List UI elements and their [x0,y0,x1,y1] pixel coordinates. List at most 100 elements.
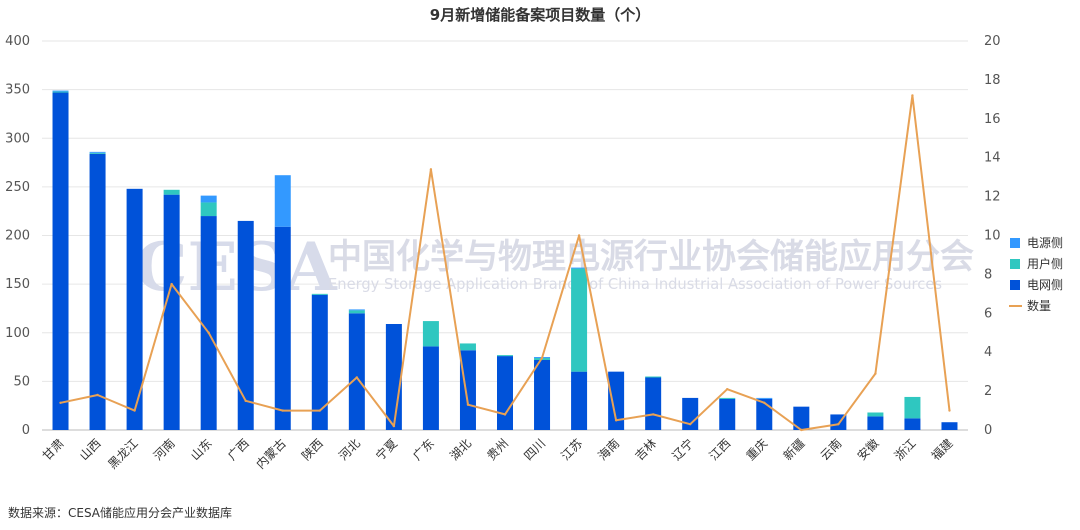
category-label: 江苏 [558,436,585,463]
line-point [689,422,692,426]
line-point [540,356,544,360]
bar-segment [534,359,551,430]
bar-segment [571,371,588,430]
legend-swatch [1010,280,1020,290]
category-label: 广西 [225,436,252,463]
line-point [874,372,877,375]
bar-segment [89,151,106,153]
left-tick-label: 0 [22,423,30,438]
right-y-axis: 0 2 4 6 8 10 12 14 16 18 20 [984,34,1001,438]
line-point [837,422,840,426]
line-point [800,428,803,432]
category-label: 湖北 [446,436,474,464]
x-axis: 甘肃 山西 黑龙江 河南 山东 广西 内蒙古 陕西 河北 宁夏 广东 湖北 贵州 四川 江苏 海南 吉林 辽宁 江西… [40,436,956,472]
watermark-en: Energy Storage Application Branch of Chi… [328,275,942,293]
bar-segment [645,376,662,378]
category-label: 重庆 [744,436,771,463]
bar-segment [200,202,217,217]
right-tick-label: 8 [984,267,992,282]
line-series [59,94,951,432]
category-label: 山西 [77,436,104,463]
category-label: 江西 [706,436,733,463]
category-label: 河南 [150,436,178,464]
bar-segment [904,418,921,430]
watermark: CESA 中国化学与物理电源行业协会储能应用分会 Energy Storage … [135,228,974,306]
right-tick-label: 18 [984,73,1001,88]
left-tick-label: 300 [5,131,30,146]
line-point [59,401,62,404]
category-label: 甘肃 [40,436,67,463]
left-y-axis: 0 50 100 150 200 250 300 350 400 [5,34,30,438]
right-tick-label: 14 [984,151,1001,166]
legend-swatch [1010,238,1020,248]
data-source-note: 数据来源：CESA储能应用分会产业数据库 [8,506,233,520]
category-label: 云南 [817,436,845,464]
category-label: 新疆 [780,436,808,464]
bar-segment [311,294,328,430]
bar-segment [719,397,736,399]
category-label: 内蒙古 [253,436,289,472]
bar-segment [459,350,476,430]
category-label: 黑龙江 [105,436,140,471]
line-point [244,399,247,403]
line-point [355,376,359,379]
category-label: 海南 [595,436,623,464]
category-label: 山东 [188,436,215,463]
left-tick-label: 400 [5,34,30,49]
category-label: 四川 [521,436,548,463]
bar-segment [497,356,513,430]
category-label: 吉林 [632,436,659,463]
bar-segment [904,396,921,419]
bar-segment [793,406,810,430]
line-point [392,424,396,428]
bar-segment [52,91,69,93]
bar-segment [237,220,254,430]
right-tick-label: 0 [984,423,992,438]
bar-segment [200,216,217,430]
legend-label: 用户侧 [1027,256,1063,271]
bar-segment [200,195,217,203]
line-point [133,409,136,412]
bar-segment [348,310,365,314]
line-point [651,413,655,416]
chart-title: 9月新增储能备案项目数量（个） [430,6,650,24]
bar-segment [571,268,588,372]
right-tick-label: 12 [984,190,1001,205]
legend-label: 数量 [1027,298,1051,313]
bar-segment [608,371,625,430]
category-label: 辽宁 [669,436,697,464]
left-tick-label: 250 [5,180,30,195]
bar-segment [867,412,884,417]
bar-segment [682,397,699,430]
line-point [614,419,618,422]
category-label: 宁夏 [372,436,400,464]
category-label: 陕西 [298,436,326,464]
bar-segment [89,153,106,430]
bar-segment [571,267,588,269]
bar-segment [52,90,69,92]
line-point [763,401,766,404]
left-tick-label: 100 [5,326,30,341]
line-point [503,413,507,416]
legend-swatch [1010,259,1020,269]
bar-segment [311,293,328,295]
gridlines [42,40,968,431]
line-point [207,331,210,334]
bar-segment [385,323,402,430]
bar-segment [497,355,513,357]
category-label: 福建 [928,436,956,464]
bar-segment [274,175,291,227]
bar-segment [719,398,736,430]
line-point [170,282,173,286]
bar-segment [126,188,143,430]
line-point [726,387,729,391]
bar-segment [867,416,884,430]
line-point [281,409,284,412]
category-label: 广东 [410,436,437,463]
category-label: 贵州 [484,436,511,463]
line-point [948,409,951,412]
line-point [96,393,99,397]
left-tick-label: 350 [5,83,30,98]
